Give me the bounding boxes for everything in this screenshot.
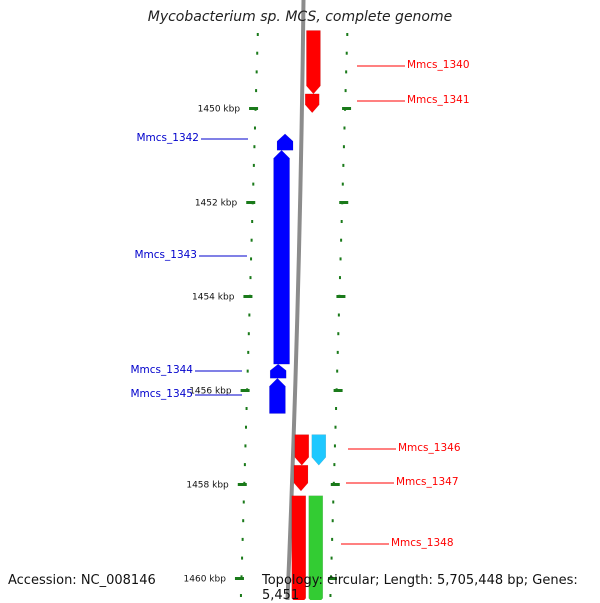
inner-ring-dot [249,276,252,280]
inner-ring-dot [256,51,259,55]
outer-ring-dot [331,537,334,541]
inner-ring-dot [243,463,246,467]
genome-summary-text: Topology: circular; Length: 5,705,448 bp… [262,573,578,603]
scale-tick-right [333,389,343,392]
outer-ring-dot [345,51,348,55]
gene-mmcs_1344-arrow [269,363,287,379]
outer-ring-dot [345,70,348,74]
inner-ring-dot [255,89,258,93]
dna-backbone [285,0,306,600]
outer-ring-dot [330,575,333,579]
outer-ring-dot [333,463,336,467]
inner-ring-dot [248,313,251,317]
inner-ring-dot [241,537,244,541]
outer-ring-dot [338,276,341,280]
scale-tick-left [240,389,250,392]
gene-label: Mmcs_1342 [136,132,199,144]
gene-label: Mmcs_1343 [134,249,197,261]
inner-ring-dot [240,575,243,579]
outer-ring-dot [336,350,339,354]
inner-ring-dot [255,70,258,74]
scale-tick-label: 1460 kbp [184,575,227,585]
scale-tick-label: 1450 kbp [198,105,241,115]
outer-ring-dot [342,163,345,167]
gene-mmcs_1346-arrow [294,434,310,466]
gene-label: Mmcs_1346 [398,442,461,454]
gene-label: Mmcs_1344 [130,364,193,376]
gene-mmcs_1343-arrow [273,149,290,365]
scale-tick-right [339,201,349,204]
scale-tick-left [234,577,244,580]
accession-text: Accession: NC_008146 [8,573,156,588]
gene-mmcs_1346b-arrow [311,434,327,466]
outer-ring-dot [332,500,335,504]
inner-ring-dot [253,126,256,130]
inner-ring-dot [241,556,244,560]
gene-mmcs_1340-arrow [306,30,321,95]
outer-ring-dot [337,313,340,317]
scale-tick-label: 1454 kbp [192,293,235,303]
scale-tick-left [243,295,253,298]
outer-ring-dot [343,126,346,130]
inner-ring-dot [251,220,254,223]
outer-ring-dot [344,89,347,93]
outer-ring-dot [333,444,336,448]
outer-ring-dot [341,182,344,186]
scale-tick-left [249,107,259,110]
scale-tick-right [330,483,340,486]
scale-tick-label: 1452 kbp [195,199,238,209]
gene-mmcs_1345-arrow [269,377,286,414]
inner-ring-dot [242,519,245,523]
scale-tick-left [237,483,247,486]
outer-ring-dot [346,33,349,36]
inner-ring-dot [247,332,250,336]
gene-label: Mmcs_1341 [407,94,470,106]
outer-ring-dot [331,519,334,523]
scale-tick-label: 1456 kbp [189,387,232,397]
outer-ring-dot [337,332,340,336]
gene-mmcs_1342-arrow [276,133,294,151]
inner-ring-dot [252,182,255,186]
outer-ring-dot [339,257,342,261]
outer-ring-dot [330,556,333,560]
inner-ring-dot [256,33,259,36]
outer-ring-dot [342,145,345,149]
scale-tick-left [246,201,256,204]
gene-label: Mmcs_1345 [130,388,193,400]
gene-mmcs_1347-arrow [293,464,309,492]
outer-ring-dot [334,425,337,429]
gene-mmcs_1348b-arrow [308,495,324,600]
inner-ring-dot [250,257,253,261]
inner-ring-dot [252,163,255,167]
scale-tick-right [336,295,346,298]
map-title: Mycobacterium sp. MCS, complete genome [147,9,453,25]
inner-ring-dot [250,238,253,242]
inner-ring-dot [246,369,249,373]
gene-label: Mmcs_1347 [396,476,459,488]
outer-ring-dot [336,369,339,373]
inner-ring-dot [247,350,250,354]
inner-ring-dot [245,407,248,410]
outer-ring-dot [340,238,343,242]
outer-ring-dot [340,220,343,223]
gene-mmcs_1348-arrow [291,495,307,600]
gene-label: Mmcs_1340 [407,59,470,71]
outer-ring-dot [335,407,338,410]
scale-tick-right [342,107,352,110]
scale-tick-label: 1458 kbp [186,481,229,491]
inner-ring-dot [244,425,247,429]
gene-label: Mmcs_1348 [391,537,454,549]
scale-tick-right [327,577,337,580]
inner-ring-dot [239,594,242,597]
gene-mmcs_1341-arrow [304,93,320,114]
inner-ring-dot [253,145,256,149]
outer-ring-dot [329,594,332,597]
inner-ring-dot [244,444,247,448]
inner-ring-dot [242,500,245,504]
